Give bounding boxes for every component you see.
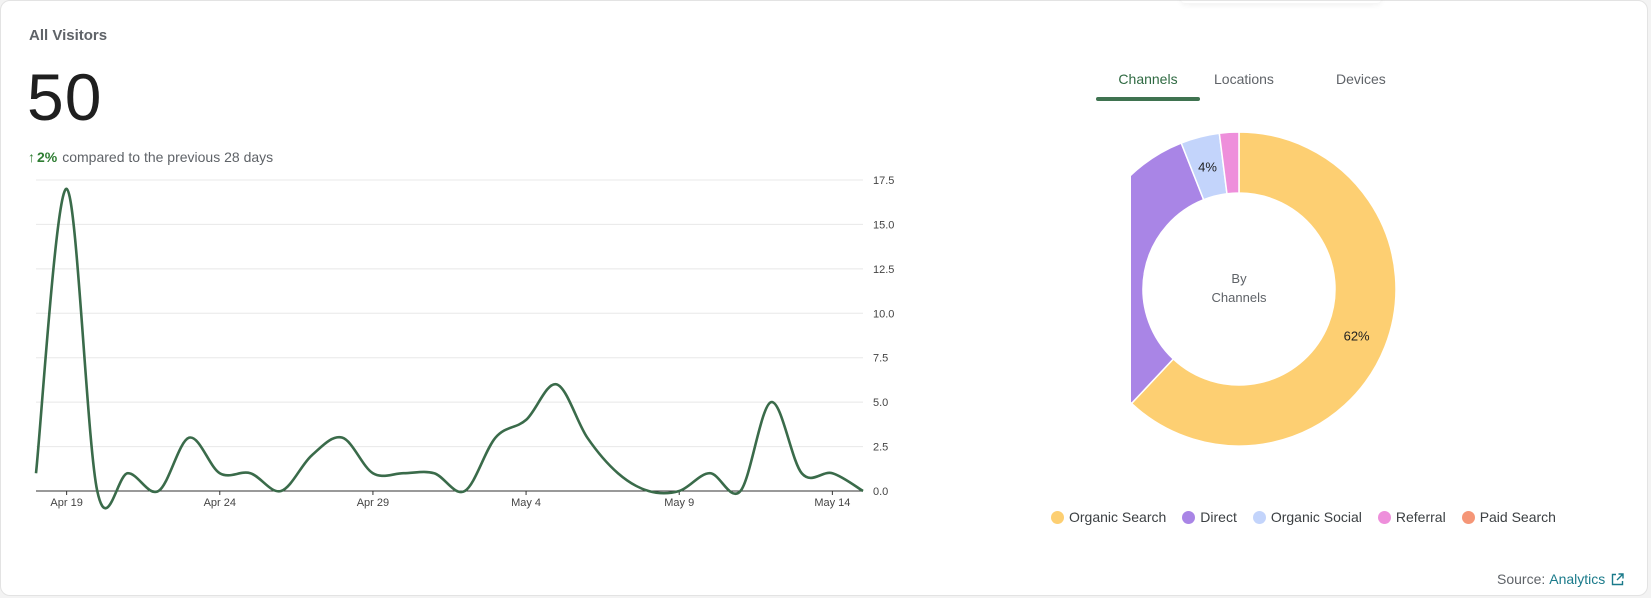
legend-swatch [1461, 510, 1475, 524]
active-tab-indicator [1096, 97, 1200, 101]
source-label: Source: [1497, 571, 1546, 587]
legend-item[interactable]: Direct [1182, 509, 1237, 525]
donut-slice [1131, 131, 1397, 447]
legend-label: Organic Search [1069, 509, 1167, 525]
legend-label: Paid Search [1479, 509, 1556, 525]
tab-locations[interactable]: Locations [1214, 71, 1274, 87]
breakdown-tabs: Channels Locations Devices [1096, 61, 1526, 105]
slice-percent-label: 62% [1344, 329, 1370, 344]
change-description: compared to the previous 28 days [62, 149, 274, 165]
legend-item[interactable]: Referral [1377, 509, 1446, 525]
legend-swatch [1377, 510, 1391, 524]
legend-swatch [1252, 510, 1266, 524]
donut-slice [1131, 142, 1205, 405]
y-tick-label: 7.5 [873, 353, 888, 365]
legend-label: Organic Social [1270, 509, 1362, 525]
x-tick-label: May 9 [664, 497, 694, 509]
analytics-link[interactable]: Analytics [1549, 571, 1606, 587]
y-tick-label: 12.5 [873, 264, 894, 276]
x-tick-label: Apr 19 [50, 497, 82, 509]
external-link-icon[interactable] [1611, 572, 1624, 586]
x-tick-label: May 4 [511, 497, 541, 509]
card-title: All Visitors [29, 27, 108, 44]
legend-swatch [1182, 510, 1196, 524]
y-tick-label: 17.5 [873, 175, 894, 187]
legend-item[interactable]: Organic Social [1252, 509, 1362, 525]
change-percent: 2% [37, 149, 58, 165]
x-tick-label: Apr 24 [204, 497, 236, 509]
donut-legend: Organic Search Direct Organic Social Referr… [1051, 509, 1572, 525]
arrow-up-icon: ↑ [28, 149, 35, 165]
y-tick-label: 10.0 [873, 308, 894, 320]
y-tick-label: 2.5 [873, 442, 888, 454]
source-attribution: Source: Analytics [1497, 571, 1624, 587]
y-tick-label: 0.0 [873, 486, 888, 498]
x-tick-label: May 14 [814, 497, 850, 509]
visitor-total: 50 [27, 60, 103, 134]
y-tick-label: 15.0 [873, 219, 894, 231]
comparison-text: ↑ 2% compared to the previous 28 days [28, 149, 273, 165]
slice-percent-label: 4% [1198, 159, 1217, 174]
legend-swatch [1051, 510, 1064, 524]
legend-item[interactable]: Organic Search [1051, 509, 1166, 525]
tab-channels[interactable]: Channels [1118, 71, 1178, 87]
x-tick-label: Apr 29 [357, 497, 389, 509]
y-tick-label: 5.0 [873, 397, 888, 409]
tab-devices[interactable]: Devices [1336, 71, 1386, 87]
donut-center-label: Channels [1212, 290, 1267, 305]
legend-label: Direct [1200, 509, 1237, 525]
donut-center-label: By [1231, 271, 1247, 286]
visitors-series-line [34, 187, 864, 510]
visitors-line-chart: 0.0 2.5 5.0 7.5 10.0 12.5 15.0 17.5 Apr 19 Apr 24… [34, 175, 894, 510]
donut-slice [1218, 131, 1240, 195]
card-edge-shadow [1181, 0, 1381, 3]
legend-label: Referral [1395, 509, 1446, 525]
legend-item[interactable]: Paid Search [1461, 509, 1556, 525]
